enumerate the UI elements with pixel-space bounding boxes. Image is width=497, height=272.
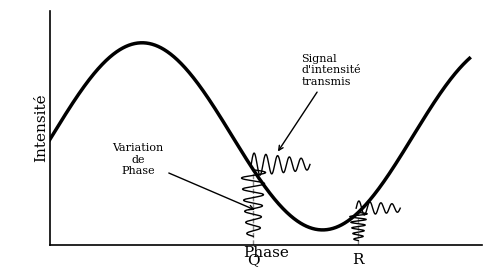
- Text: Q: Q: [247, 253, 259, 267]
- Y-axis label: Intensité: Intensité: [34, 94, 48, 162]
- Text: R: R: [352, 253, 364, 267]
- Text: Variation
de
Phase: Variation de Phase: [112, 143, 253, 210]
- X-axis label: Phase: Phase: [243, 246, 289, 260]
- Text: Signal
d'intensité
transmis: Signal d'intensité transmis: [279, 54, 361, 150]
